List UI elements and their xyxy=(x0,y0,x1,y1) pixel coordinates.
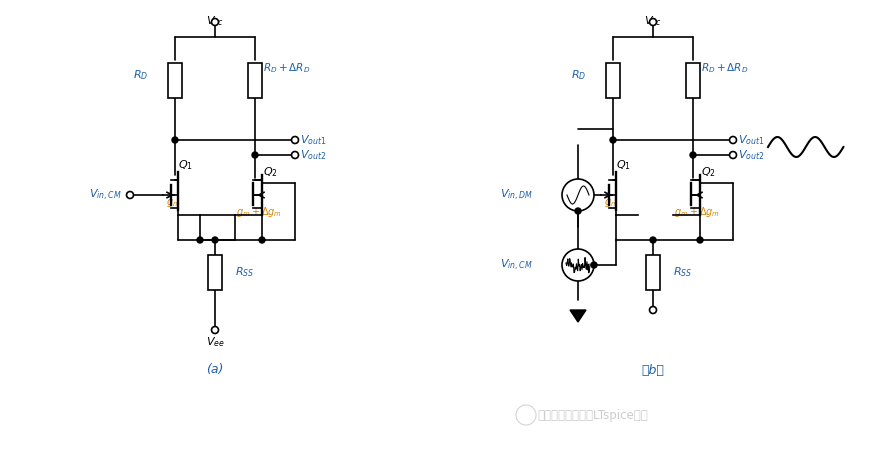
Bar xyxy=(606,63,620,98)
Text: $R_{SS}$: $R_{SS}$ xyxy=(235,265,254,279)
Circle shape xyxy=(649,18,656,26)
Text: $V_{cc}$: $V_{cc}$ xyxy=(206,14,224,28)
Circle shape xyxy=(649,307,656,313)
Circle shape xyxy=(562,179,594,211)
Text: $V_{ee}$: $V_{ee}$ xyxy=(206,335,224,349)
Circle shape xyxy=(259,237,265,243)
Circle shape xyxy=(126,191,133,199)
Text: $g_m$: $g_m$ xyxy=(604,197,618,209)
Text: $g_m+\Delta g_m$: $g_m+\Delta g_m$ xyxy=(674,205,720,219)
Circle shape xyxy=(212,237,218,243)
Text: $V_{in,CM}$: $V_{in,CM}$ xyxy=(89,187,122,202)
Text: $Q_1$: $Q_1$ xyxy=(178,158,193,172)
Text: $R_D+\Delta R_D$: $R_D+\Delta R_D$ xyxy=(263,61,310,75)
Text: $R_{SS}$: $R_{SS}$ xyxy=(673,265,692,279)
Circle shape xyxy=(730,152,737,158)
Circle shape xyxy=(516,405,536,425)
Circle shape xyxy=(172,137,178,143)
Circle shape xyxy=(562,249,594,281)
Text: $g_m$: $g_m$ xyxy=(166,197,180,209)
Circle shape xyxy=(211,327,218,334)
Bar xyxy=(646,255,660,290)
Circle shape xyxy=(292,152,299,158)
Circle shape xyxy=(690,152,696,158)
Text: $V_{in,CM}$: $V_{in,CM}$ xyxy=(500,257,533,273)
Bar xyxy=(248,63,262,98)
Text: （b）: （b） xyxy=(641,364,664,376)
Text: (a): (a) xyxy=(207,364,223,376)
Circle shape xyxy=(650,237,656,243)
Text: $V_{out2}$: $V_{out2}$ xyxy=(300,148,327,162)
Circle shape xyxy=(292,137,299,144)
Text: $V_{in,DM}$: $V_{in,DM}$ xyxy=(500,187,533,202)
Text: $R_D$: $R_D$ xyxy=(570,68,586,82)
Text: $V_{out2}$: $V_{out2}$ xyxy=(738,148,765,162)
Circle shape xyxy=(591,262,597,268)
Text: $R_D$: $R_D$ xyxy=(132,68,148,82)
Circle shape xyxy=(197,237,203,243)
Text: $V_{cc}$: $V_{cc}$ xyxy=(644,14,662,28)
Circle shape xyxy=(730,137,737,144)
Text: $R_D+\Delta R_D$: $R_D+\Delta R_D$ xyxy=(701,61,748,75)
Text: $V_{out1}$: $V_{out1}$ xyxy=(738,133,765,147)
Text: $Q_2$: $Q_2$ xyxy=(701,165,716,179)
Circle shape xyxy=(252,152,258,158)
Bar xyxy=(168,63,182,98)
Text: $V_{out1}$: $V_{out1}$ xyxy=(300,133,327,147)
Bar xyxy=(686,63,700,98)
Circle shape xyxy=(211,18,218,26)
Polygon shape xyxy=(570,310,586,322)
Text: $Q_2$: $Q_2$ xyxy=(263,165,278,179)
Circle shape xyxy=(575,208,581,214)
Text: $Q_1$: $Q_1$ xyxy=(616,158,631,172)
Circle shape xyxy=(697,237,703,243)
Text: $g_m+\Delta g_m$: $g_m+\Delta g_m$ xyxy=(236,205,282,219)
Circle shape xyxy=(610,137,616,143)
Bar xyxy=(208,255,222,290)
Text: 放大器参数解析与LTspice仳真: 放大器参数解析与LTspice仳真 xyxy=(538,409,648,421)
